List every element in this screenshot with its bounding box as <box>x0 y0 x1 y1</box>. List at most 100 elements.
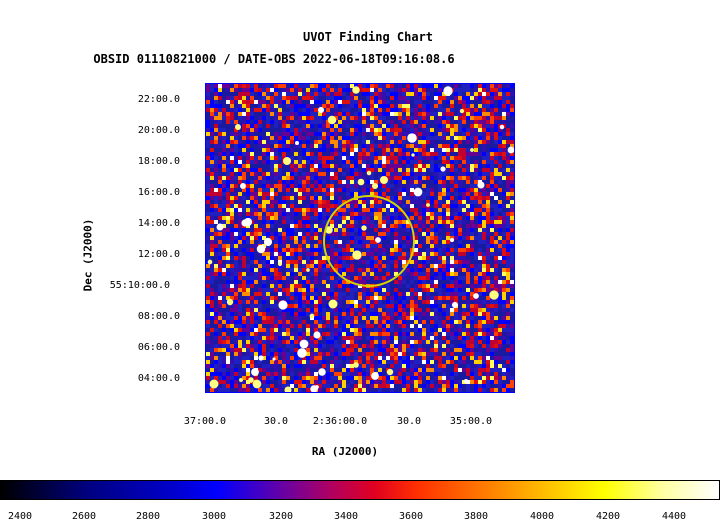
noise-pixel <box>374 248 378 252</box>
noise-pixel <box>218 264 222 268</box>
noise-pixel <box>266 120 270 124</box>
noise-pixel <box>210 100 214 104</box>
noise-pixel <box>230 132 234 136</box>
noise-pixel <box>406 124 410 128</box>
noise-pixel <box>498 276 502 280</box>
noise-pixel <box>218 104 222 108</box>
noise-pixel <box>218 308 222 312</box>
noise-pixel <box>358 316 362 320</box>
noise-pixel <box>454 240 458 244</box>
noise-pixel <box>242 136 246 140</box>
noise-pixel <box>442 332 446 336</box>
noise-pixel <box>426 292 430 296</box>
noise-pixel <box>462 116 466 120</box>
noise-pixel <box>250 204 254 208</box>
noise-pixel <box>374 164 378 168</box>
noise-pixel <box>262 172 266 176</box>
noise-pixel <box>262 156 266 160</box>
noise-pixel <box>294 256 298 260</box>
noise-pixel <box>502 140 506 144</box>
noise-pixel <box>394 164 398 168</box>
noise-pixel <box>322 164 326 168</box>
noise-pixel <box>454 256 458 260</box>
noise-pixel <box>290 308 294 312</box>
noise-pixel <box>278 276 282 280</box>
noise-pixel <box>406 180 410 184</box>
noise-pixel <box>374 224 378 228</box>
noise-pixel <box>266 96 270 100</box>
noise-pixel <box>290 140 294 144</box>
noise-pixel <box>338 288 342 292</box>
noise-pixel <box>362 336 366 340</box>
noise-pixel <box>294 224 298 228</box>
noise-pixel <box>466 280 470 284</box>
noise-pixel <box>418 224 422 228</box>
noise-pixel <box>426 176 430 180</box>
noise-pixel <box>382 260 386 264</box>
noise-pixel <box>490 116 494 120</box>
noise-pixel <box>434 96 438 100</box>
noise-pixel <box>458 180 462 184</box>
noise-pixel <box>354 208 358 212</box>
noise-pixel <box>246 228 250 232</box>
noise-pixel <box>258 208 262 212</box>
noise-pixel <box>338 132 342 136</box>
noise-pixel <box>366 312 370 316</box>
noise-pixel <box>314 132 318 136</box>
noise-pixel <box>310 152 314 156</box>
noise-pixel <box>330 296 334 300</box>
noise-pixel <box>394 196 398 200</box>
noise-pixel <box>314 124 318 128</box>
noise-pixel <box>386 256 390 260</box>
noise-pixel <box>442 284 446 288</box>
noise-pixel <box>450 260 454 264</box>
noise-pixel <box>326 92 330 96</box>
noise-pixel <box>206 168 210 172</box>
noise-pixel <box>442 212 446 216</box>
noise-pixel <box>218 140 222 144</box>
noise-pixel <box>434 284 438 288</box>
noise-pixel <box>306 204 310 208</box>
noise-pixel <box>322 132 326 136</box>
noise-pixel <box>326 208 330 212</box>
noise-pixel <box>286 308 290 312</box>
noise-pixel <box>330 104 334 108</box>
noise-pixel <box>330 92 334 96</box>
noise-pixel <box>502 180 506 184</box>
noise-pixel <box>450 196 454 200</box>
noise-pixel <box>214 116 218 120</box>
noise-pixel <box>510 324 514 328</box>
noise-pixel <box>338 104 342 108</box>
noise-pixel <box>438 332 442 336</box>
noise-pixel <box>406 148 410 152</box>
noise-pixel <box>482 236 486 240</box>
noise-pixel <box>462 84 466 88</box>
noise-pixel <box>438 220 442 224</box>
noise-pixel <box>302 204 306 208</box>
noise-pixel <box>222 248 226 252</box>
noise-pixel <box>302 116 306 120</box>
noise-pixel <box>370 152 374 156</box>
noise-pixel <box>326 296 330 300</box>
noise-pixel <box>370 260 374 264</box>
noise-pixel <box>390 104 394 108</box>
noise-pixel <box>398 212 402 216</box>
noise-pixel <box>318 180 322 184</box>
noise-pixel <box>258 284 262 288</box>
noise-pixel <box>262 260 266 264</box>
noise-pixel <box>406 296 410 300</box>
noise-pixel <box>510 200 514 204</box>
noise-pixel <box>506 208 510 212</box>
noise-pixel <box>414 276 418 280</box>
noise-pixel <box>410 296 414 300</box>
noise-pixel <box>306 336 310 340</box>
noise-pixel <box>362 312 366 316</box>
noise-pixel <box>338 252 342 256</box>
noise-pixel <box>374 264 378 268</box>
noise-pixel <box>290 324 294 328</box>
noise-pixel <box>270 284 274 288</box>
noise-pixel <box>434 336 438 340</box>
noise-pixel <box>514 104 515 108</box>
noise-pixel <box>450 124 454 128</box>
noise-pixel <box>490 164 494 168</box>
